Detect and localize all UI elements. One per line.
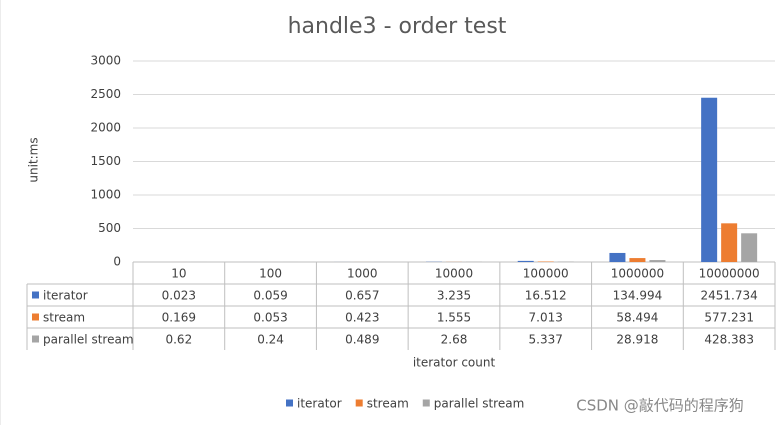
table-row-label: iterator <box>43 289 88 303</box>
legend-label: stream <box>367 397 409 411</box>
table-cell: 2.68 <box>441 333 468 347</box>
table-cell: 0.657 <box>345 289 379 303</box>
y-tick-label: 2000 <box>90 121 121 135</box>
table-cell: 0.059 <box>253 289 287 303</box>
table-cell: 2451.734 <box>701 289 758 303</box>
table-cell: 134.994 <box>613 289 663 303</box>
legend-key <box>422 399 430 407</box>
table-cell: 7.013 <box>529 311 563 325</box>
table-legend-key <box>32 291 39 299</box>
chart-title: handle3 - order test <box>288 14 507 39</box>
x-tick-label: 10 <box>171 267 186 281</box>
y-axis-label: unit:ms <box>27 137 41 182</box>
legend-key <box>355 399 363 407</box>
bar <box>741 233 758 262</box>
table-cell: 0.62 <box>165 333 192 347</box>
bar <box>721 223 738 262</box>
table-cell: 0.169 <box>162 311 196 325</box>
table-cell: 0.489 <box>345 333 379 347</box>
x-tick-label: 1000000 <box>611 267 664 281</box>
table-row-label: stream <box>43 311 85 325</box>
y-tick-label: 1500 <box>90 154 121 168</box>
bar <box>649 260 666 262</box>
x-tick-label: 10000 <box>435 267 473 281</box>
legend-label: parallel stream <box>434 397 525 411</box>
table-cell: 5.337 <box>529 333 563 347</box>
table-row-label: parallel stream <box>43 333 134 347</box>
x-tick-label: 1000 <box>347 267 378 281</box>
bar <box>609 252 626 262</box>
table-cell: 0.423 <box>345 311 379 325</box>
table-cell: 428.383 <box>704 333 754 347</box>
table-cell: 577.231 <box>704 311 754 325</box>
y-tick-label: 3000 <box>90 54 121 68</box>
watermark: CSDN @敲代码的程序狗 <box>576 397 744 415</box>
table-cell: 3.235 <box>437 289 471 303</box>
table-cell: 1.555 <box>437 311 471 325</box>
x-axis-label: iterator count <box>413 356 496 370</box>
table-legend-key <box>32 313 39 321</box>
x-tick-label: 100000 <box>523 267 569 281</box>
table-cell: 58.494 <box>616 311 658 325</box>
y-tick-label: 0 <box>113 255 121 269</box>
bar <box>517 260 534 262</box>
table-cell: 28.918 <box>616 333 658 347</box>
x-tick-label: 100 <box>259 267 282 281</box>
table-cell: 0.053 <box>253 311 287 325</box>
legend-key <box>286 399 293 407</box>
legend-label: iterator <box>297 397 342 411</box>
y-tick-label: 500 <box>98 221 121 235</box>
table-legend-key <box>32 335 39 343</box>
y-tick-label: 2500 <box>90 87 121 101</box>
x-tick-label: 10000000 <box>699 267 760 281</box>
bar <box>629 258 646 262</box>
table-cell: 0.023 <box>162 289 196 303</box>
table-cell: 0.24 <box>257 333 284 347</box>
table-cell: 16.512 <box>525 289 567 303</box>
y-tick-label: 1000 <box>90 188 121 202</box>
bar <box>701 97 718 262</box>
